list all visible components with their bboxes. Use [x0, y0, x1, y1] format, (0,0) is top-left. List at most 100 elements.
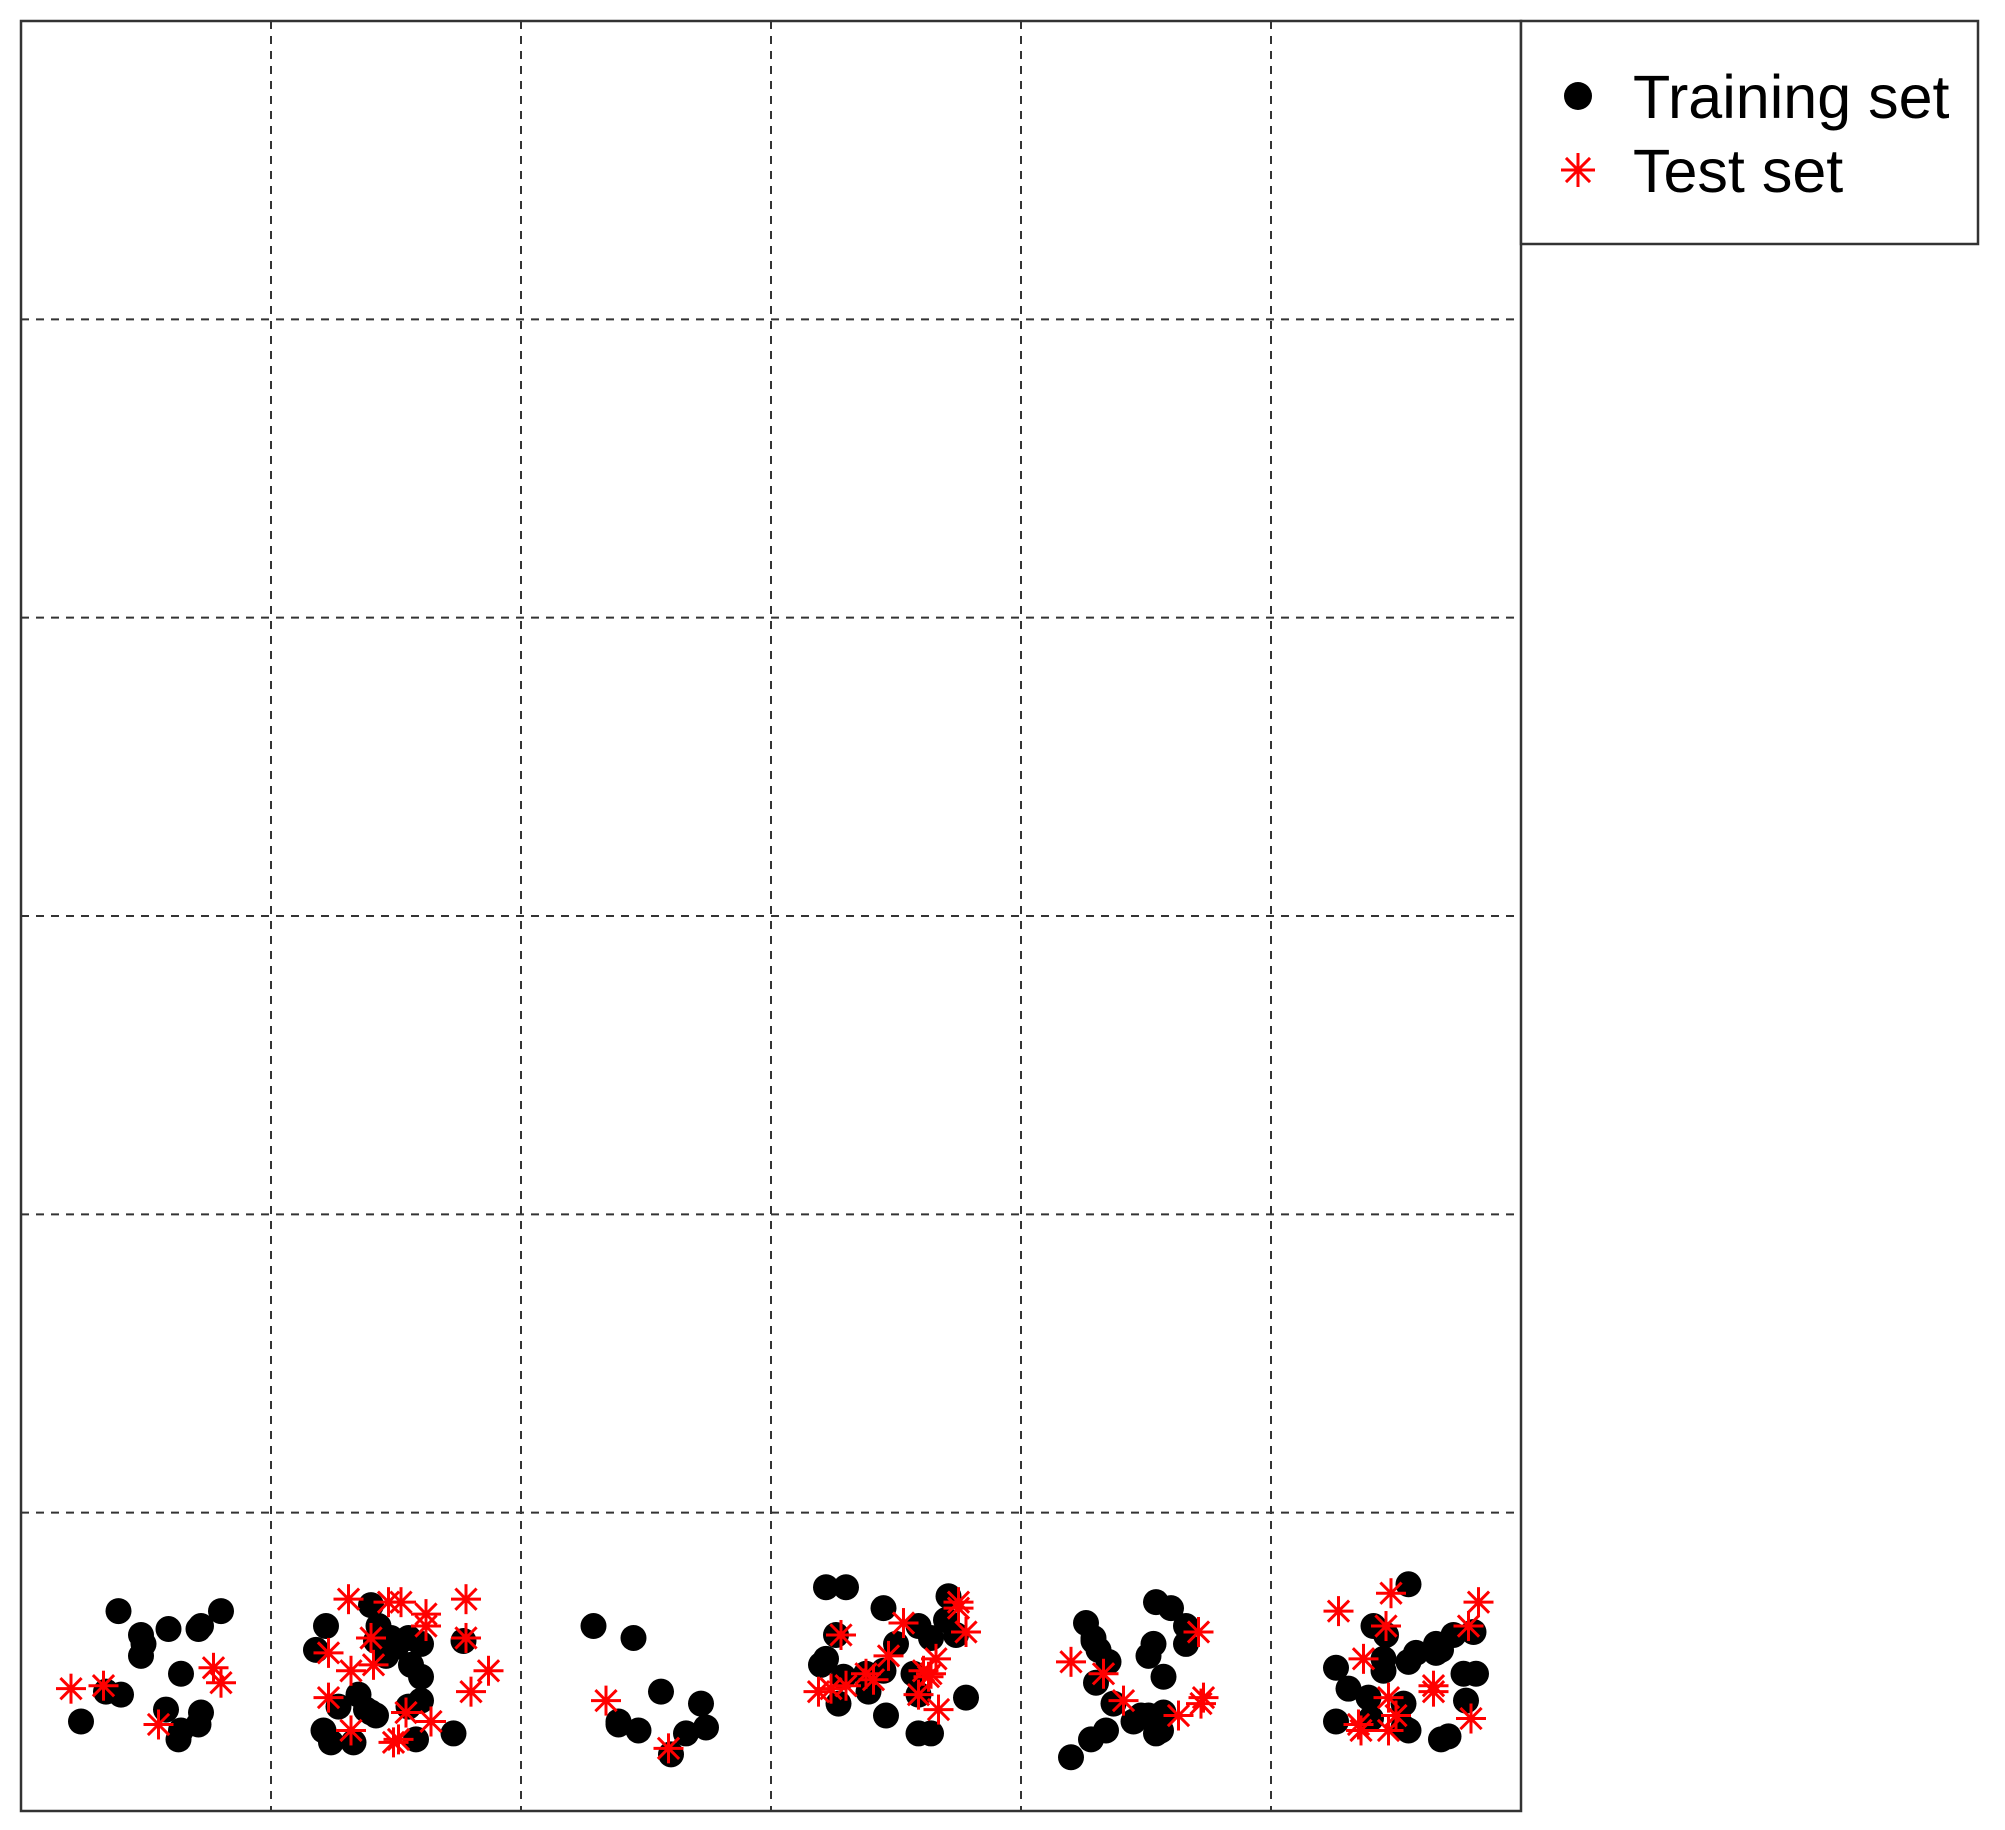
test-point — [1188, 1682, 1219, 1713]
training-point — [68, 1708, 94, 1735]
training-point — [128, 1642, 154, 1669]
training-point — [128, 1621, 154, 1648]
test-point — [1343, 1709, 1374, 1740]
training-point — [1453, 1687, 1479, 1714]
training-point — [1093, 1717, 1119, 1744]
training-point — [1058, 1744, 1084, 1771]
test-point — [206, 1667, 236, 1698]
test-point — [313, 1637, 344, 1668]
test-point — [313, 1682, 344, 1713]
training-point — [1395, 1571, 1422, 1598]
test-point — [56, 1673, 86, 1704]
training-point — [1395, 1648, 1422, 1675]
training-point — [303, 1636, 329, 1663]
test-point — [951, 1617, 981, 1647]
training-point — [688, 1690, 714, 1717]
test-point — [888, 1608, 919, 1639]
test-point — [873, 1640, 904, 1671]
training-point — [580, 1613, 607, 1640]
test-point — [923, 1694, 954, 1725]
test-point — [1183, 1617, 1214, 1647]
training-point — [873, 1702, 899, 1729]
training-point — [808, 1651, 834, 1678]
training-point — [1463, 1660, 1489, 1687]
legend-training-marker — [1564, 82, 1592, 110]
test-point — [1056, 1646, 1086, 1677]
test-point — [391, 1697, 421, 1728]
test-point — [1453, 1611, 1484, 1642]
test-point — [591, 1685, 621, 1716]
training-point — [1135, 1702, 1162, 1729]
test-point — [1373, 1715, 1404, 1746]
test-point — [1108, 1685, 1139, 1716]
training-point — [1370, 1657, 1397, 1684]
test-point — [373, 1587, 404, 1618]
test-point — [851, 1658, 881, 1689]
test-point — [358, 1649, 389, 1680]
test-point — [336, 1655, 366, 1686]
training-point — [673, 1720, 699, 1747]
test-point — [333, 1584, 364, 1615]
training-point — [155, 1616, 182, 1643]
training-point — [1395, 1717, 1422, 1744]
training-point — [185, 1616, 212, 1643]
test-point — [1088, 1658, 1119, 1689]
test-point — [451, 1622, 481, 1653]
training-point — [403, 1726, 429, 1753]
training-point — [918, 1624, 944, 1651]
test-point — [143, 1709, 174, 1740]
legend-test-label: Test set — [1633, 137, 1843, 205]
training-point — [1323, 1708, 1349, 1735]
test-point — [456, 1676, 486, 1707]
training-point — [1428, 1726, 1454, 1753]
training-point — [833, 1574, 859, 1601]
test-point — [943, 1587, 974, 1618]
training-point — [318, 1729, 344, 1756]
test-set-asterisk-icon — [1561, 153, 1595, 187]
training-point — [1440, 1621, 1467, 1648]
dashed-grid — [21, 21, 1521, 1811]
test-point — [831, 1670, 861, 1701]
test-point — [88, 1670, 119, 1701]
test-point — [1463, 1587, 1494, 1618]
test-point — [1456, 1703, 1486, 1734]
training-point — [165, 1726, 192, 1753]
training-point — [185, 1711, 212, 1738]
plot-frame — [19, 19, 1523, 1813]
test-point — [416, 1706, 446, 1737]
test-point — [473, 1655, 504, 1686]
training-point — [693, 1714, 719, 1741]
training-point — [918, 1720, 944, 1747]
training-point — [363, 1702, 389, 1729]
test-point — [383, 1724, 414, 1755]
training-point — [408, 1663, 434, 1690]
test-point — [1381, 1700, 1411, 1731]
training-point — [813, 1574, 839, 1601]
training-point — [345, 1681, 372, 1708]
training-point — [870, 1595, 897, 1622]
training-point — [208, 1598, 234, 1625]
test-point — [1348, 1643, 1379, 1674]
training-point — [648, 1678, 674, 1705]
test-point — [1323, 1596, 1354, 1627]
legend-box — [1519, 19, 1980, 246]
training-point — [1323, 1654, 1349, 1681]
test-point — [653, 1733, 684, 1764]
training-point — [625, 1717, 652, 1744]
test-point — [1376, 1578, 1406, 1609]
test-set-series — [56, 1578, 1494, 1764]
test-point — [1418, 1676, 1449, 1707]
training-point — [395, 1624, 422, 1651]
training-point — [1423, 1639, 1449, 1666]
training-point — [1355, 1684, 1382, 1711]
test-point — [336, 1715, 366, 1746]
training-point — [168, 1660, 194, 1687]
training-point — [605, 1711, 632, 1738]
test-point — [1371, 1611, 1401, 1642]
training-point — [373, 1642, 399, 1669]
test-point — [1163, 1700, 1194, 1731]
training-point — [620, 1624, 647, 1651]
training-point — [313, 1613, 339, 1640]
training-point — [1140, 1630, 1167, 1657]
legend-training-label: Training set — [1633, 63, 1949, 131]
